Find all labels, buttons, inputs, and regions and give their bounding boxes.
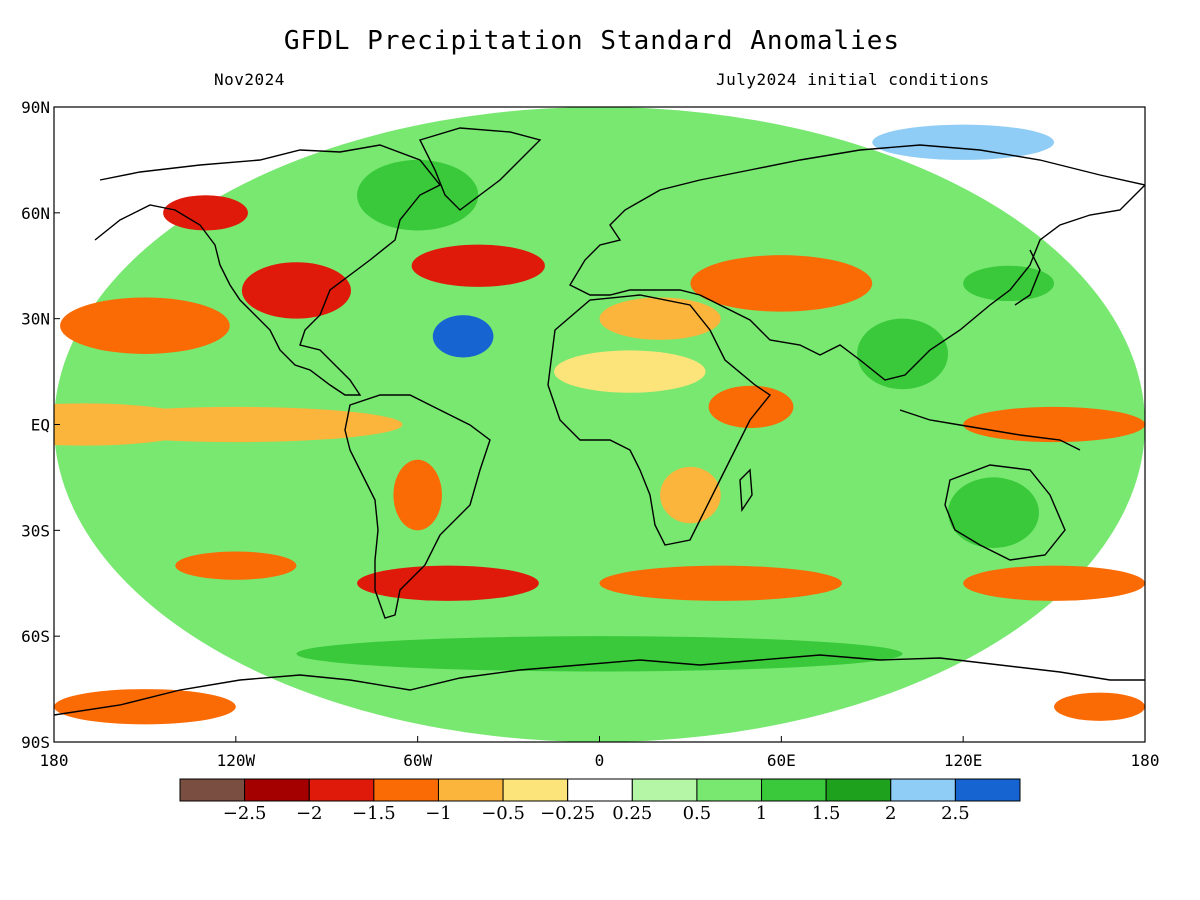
colorbar-label: −2 [296, 803, 323, 824]
anomaly-region [963, 406, 1145, 443]
coastline-japan [1014, 249, 1041, 306]
colorbar-swatch [954, 778, 1021, 802]
anomaly-region [857, 318, 949, 390]
coastline-madagascar [739, 468, 753, 513]
colorbar-swatch [696, 778, 763, 802]
coastlines [54, 127, 1145, 716]
lon-tick-label: 0 [595, 751, 605, 770]
coastline-indonesia [899, 409, 1081, 451]
forecast-month: Nov2024 [214, 70, 285, 89]
anomaly-region [963, 265, 1055, 302]
anomaly-region [872, 124, 1055, 160]
colorbar-label: 0.25 [612, 803, 652, 824]
anomaly-region [393, 459, 442, 531]
colorbar-label: −2.5 [223, 803, 267, 824]
colorbar-swatch [631, 778, 698, 802]
anomaly-region [432, 315, 494, 358]
colorbar-label: 2 [885, 803, 896, 824]
latitude-axis: 90N 60N 30N EQ 30S 60S 90S [21, 98, 60, 752]
coastline-north-america [94, 144, 442, 396]
lon-tick-label: 120W [217, 751, 256, 770]
lat-tick-label: 90N [21, 98, 50, 117]
lat-tick-label: EQ [31, 416, 50, 435]
coastline-europe-asia [569, 144, 1145, 381]
anomaly-region [411, 244, 545, 287]
colorbar-label: −1.5 [352, 803, 396, 824]
colorbar-swatch [437, 778, 504, 802]
anomaly-region [963, 565, 1145, 601]
anomaly-region [708, 385, 794, 429]
colorbar-label: −0.5 [481, 803, 525, 824]
initial-conditions: July2024 initial conditions [716, 70, 990, 89]
anomaly-region [357, 565, 539, 601]
anomaly-background [54, 107, 1145, 742]
anomaly-field [54, 107, 1145, 742]
colorbar-label: 1 [756, 803, 767, 824]
colorbar-swatch [825, 778, 892, 802]
colorbar-swatch [890, 778, 956, 802]
colorbar-swatch [761, 778, 827, 802]
colorbar-label: 0.5 [683, 803, 712, 824]
colorbar-label: −0.25 [540, 803, 595, 824]
anomaly-region [660, 466, 721, 524]
lon-tick-label: 120E [944, 751, 983, 770]
coastline-south-america [344, 394, 491, 619]
anomaly-region [241, 262, 351, 319]
anomaly-region [1054, 692, 1145, 721]
longitude-axis: 180 120W 60W 0 60E 120E 180 [40, 736, 1160, 770]
anomaly-region [163, 195, 248, 231]
lat-tick-label: 60N [21, 204, 50, 223]
anomaly-region [69, 406, 403, 443]
colorbar-swatch [502, 778, 569, 802]
coastline-greenland [419, 127, 542, 211]
colorbar-legend: −2.5 −2 −1.5 −1 −0.5 −0.25 0.25 0.5 1 1.5 2 2.5 [179, 778, 1021, 824]
lon-tick-label: 60W [403, 751, 432, 770]
anomaly-region [54, 689, 236, 725]
lon-tick-label: 60E [767, 751, 796, 770]
anomaly-region [599, 297, 721, 340]
anomaly-region [296, 636, 903, 672]
lat-tick-label: 30S [21, 521, 50, 540]
anomaly-region [690, 255, 873, 312]
colorbar-swatch [244, 778, 310, 802]
colorbar-label: −1 [425, 803, 452, 824]
lat-tick-label: 60S [21, 627, 50, 646]
anomaly-region [554, 350, 706, 393]
anomaly-region [175, 551, 297, 580]
lat-tick-label: 90S [21, 733, 50, 752]
colorbar-label: 2.5 [941, 803, 970, 824]
lon-tick-label: 180 [40, 751, 69, 770]
anomaly-region [357, 159, 479, 231]
lat-tick-label: 30N [21, 310, 50, 329]
coastline-australia [944, 464, 1066, 561]
colorbar-swatch [308, 778, 375, 802]
colorbar-swatch [179, 778, 246, 802]
anomaly-region [60, 297, 230, 354]
colorbar-label: 1.5 [812, 803, 841, 824]
colorbar-swatch [567, 778, 633, 802]
map-title: GFDL Precipitation Standard Anomalies [283, 26, 901, 56]
anomaly-region [948, 477, 1039, 548]
coastline-africa [547, 294, 772, 546]
lon-tick-label: 180 [1131, 751, 1160, 770]
coastline-antarctica [54, 654, 1145, 716]
anomaly-region [599, 565, 842, 601]
colorbar-swatch [373, 778, 439, 802]
